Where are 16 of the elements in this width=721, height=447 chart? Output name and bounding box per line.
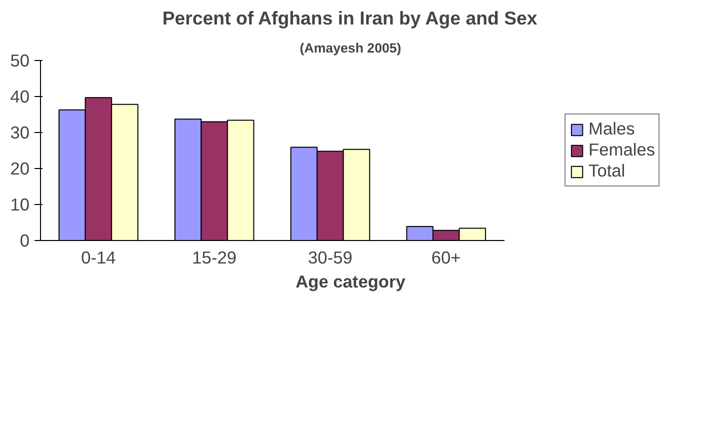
x-axis-title: Age category: [296, 272, 406, 292]
chart-subtitle: (Amayesh 2005): [300, 40, 402, 56]
y-tick-label: 20: [10, 158, 30, 178]
legend-label: Males: [588, 118, 635, 140]
legend-label: Total: [588, 160, 626, 182]
y-tick-label: 0: [20, 230, 30, 250]
x-tick-label: 15-29: [192, 248, 236, 268]
y-tick-label: 30: [10, 122, 30, 142]
x-tick-label: 60+: [431, 248, 461, 268]
x-tick-label: 30-59: [308, 248, 352, 268]
legend-label: Females: [588, 140, 655, 160]
y-tick-label: 10: [10, 194, 30, 214]
y-tick-label: 50: [10, 50, 30, 70]
y-tick-label: 40: [10, 86, 30, 106]
chart-title: Percent of Afghans in Iran by Age and Sex: [162, 8, 538, 28]
x-tick-label: 0-14: [81, 248, 116, 268]
